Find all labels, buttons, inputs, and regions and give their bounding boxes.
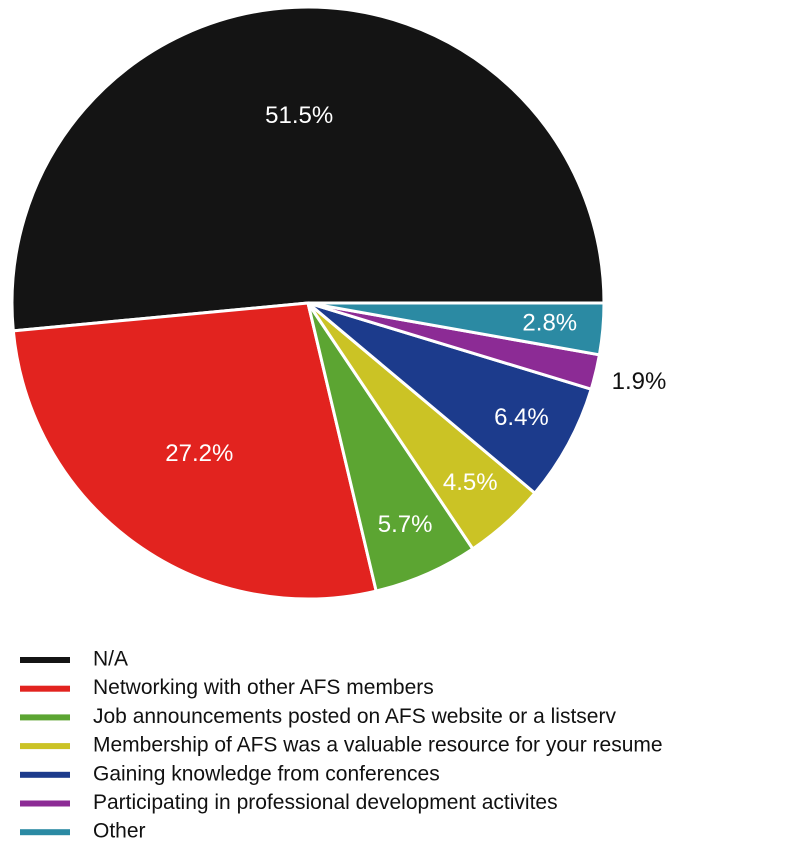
legend-label: Networking with other AFS members xyxy=(93,676,434,699)
pie-slice xyxy=(11,301,379,601)
data-label: 1.9% xyxy=(612,368,667,395)
legend-label: Participating in professional developmen… xyxy=(93,791,558,814)
legend-swatch xyxy=(20,800,70,807)
legend-swatch xyxy=(20,743,70,750)
legend-label: N/A xyxy=(93,648,128,671)
legend-swatch xyxy=(20,657,70,663)
pie-slice xyxy=(307,301,594,496)
data-label: 2.8% xyxy=(522,310,577,337)
data-label: 51.5% xyxy=(265,102,333,129)
legend-label: Gaining knowledge from conferences xyxy=(93,762,440,785)
data-label: 27.2% xyxy=(165,440,233,467)
pie-slice xyxy=(10,5,606,333)
data-label: 4.5% xyxy=(443,469,498,496)
legend-label: Job announcements posted on AFS website … xyxy=(93,705,616,728)
legend-swatch xyxy=(20,771,70,778)
legend-swatch xyxy=(20,829,70,836)
legend-swatch xyxy=(20,685,70,692)
legend-swatch xyxy=(20,714,70,721)
pie-slice xyxy=(307,301,606,357)
legend-label: Other xyxy=(93,820,146,843)
data-label: 6.4% xyxy=(494,404,549,431)
data-label: 5.7% xyxy=(378,511,433,538)
legend-label: Membership of AFS was a valuable resourc… xyxy=(93,734,663,757)
